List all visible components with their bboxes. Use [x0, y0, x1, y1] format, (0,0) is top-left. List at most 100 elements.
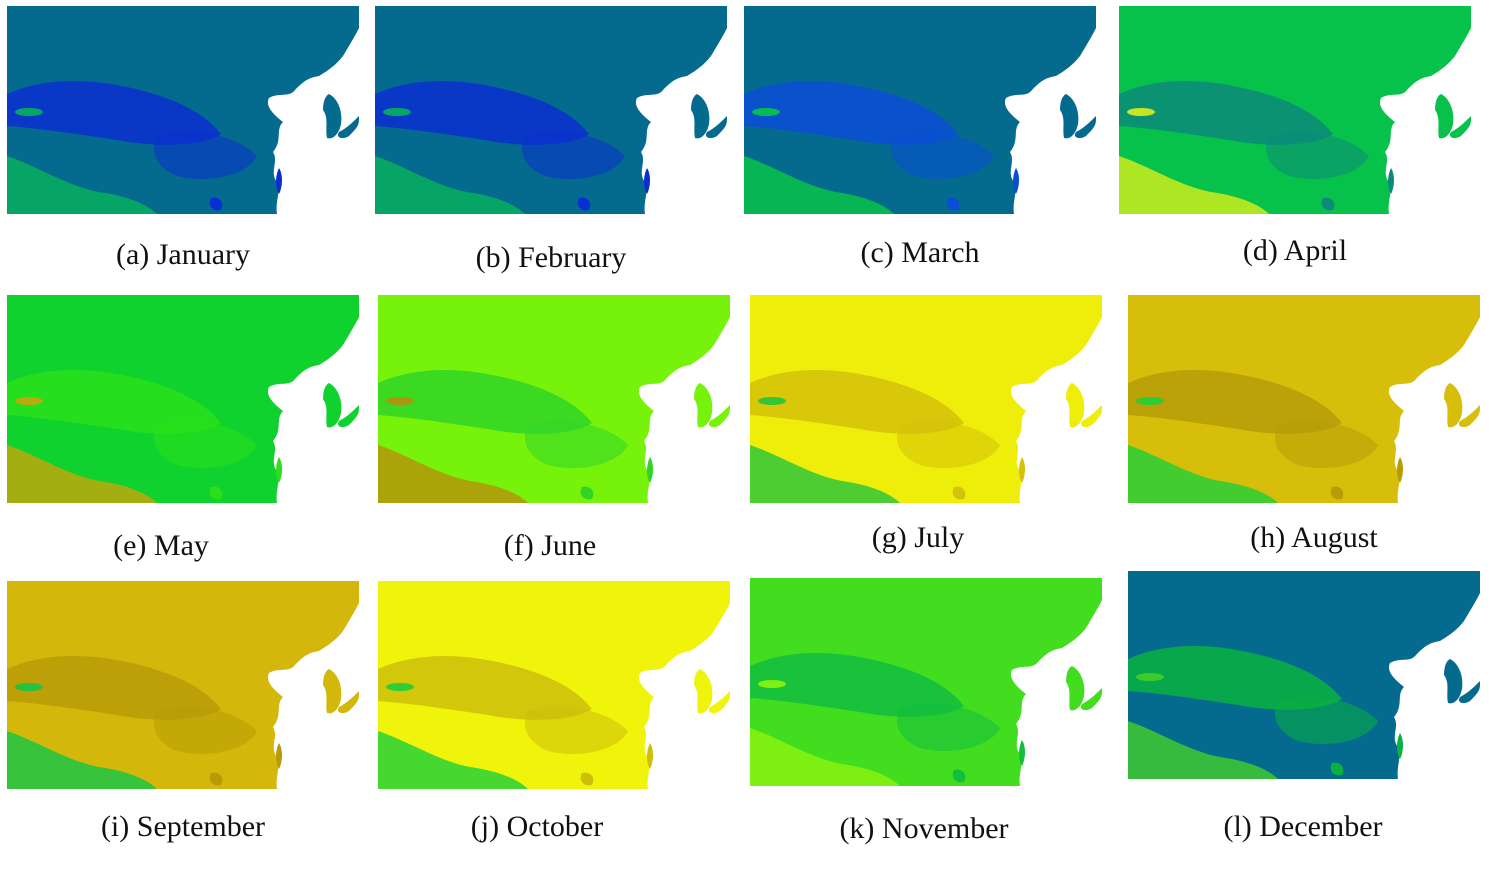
sea-area	[1004, 6, 1096, 214]
plateau-region	[378, 370, 592, 434]
caption-november: (k) November	[839, 812, 1009, 845]
plateau-region	[1128, 646, 1342, 710]
korea-peninsula	[1444, 383, 1463, 428]
inland-region	[1274, 697, 1378, 745]
plateau-region	[750, 653, 964, 717]
caption-april: (d) April	[1242, 234, 1348, 267]
plateau-region	[750, 370, 964, 434]
caption-october: (j) October	[470, 810, 604, 843]
hainan-island	[577, 197, 591, 211]
inland-region	[896, 704, 1000, 752]
korea-peninsula	[1066, 666, 1085, 711]
japan-islands	[1074, 116, 1096, 139]
highland-spot	[1136, 673, 1164, 681]
hainan-island	[952, 769, 966, 783]
inland-region	[1265, 132, 1369, 180]
hainan-island	[1330, 486, 1344, 500]
taiwan-island	[276, 168, 282, 194]
map-june	[378, 295, 730, 503]
hainan-island	[209, 772, 223, 786]
taiwan-island	[1019, 457, 1025, 483]
hainan-island	[1330, 762, 1344, 776]
japan-islands	[1080, 688, 1102, 711]
caption-may: (e) May	[113, 529, 209, 562]
south-region	[378, 445, 528, 503]
taiwan-island	[1388, 168, 1394, 194]
south-region	[1128, 721, 1278, 779]
sea-area	[1010, 578, 1102, 786]
inland-region	[896, 421, 1000, 469]
japan-islands	[337, 691, 359, 714]
taiwan-island	[644, 168, 650, 194]
south-region	[7, 156, 157, 214]
map-october	[378, 581, 730, 789]
hainan-island	[580, 772, 594, 786]
korea-peninsula	[323, 383, 342, 428]
highland-spot	[758, 680, 786, 688]
plateau-region	[7, 370, 221, 434]
map-september	[7, 581, 359, 789]
caption-june: (f) June	[503, 529, 597, 562]
caption-september: (i) September	[100, 810, 266, 843]
highland-spot	[1127, 108, 1155, 116]
map-july	[750, 295, 1102, 503]
highland-spot	[15, 683, 43, 691]
sea-area	[267, 295, 359, 503]
japan-islands	[708, 691, 730, 714]
japan-islands	[1080, 405, 1102, 428]
hainan-island	[1321, 197, 1335, 211]
highland-spot	[752, 108, 780, 116]
inland-region	[1274, 421, 1378, 469]
hainan-island	[209, 197, 223, 211]
highland-spot	[386, 397, 414, 405]
inland-region	[524, 707, 628, 755]
korea-peninsula	[694, 383, 713, 428]
sea-area	[1388, 295, 1480, 503]
highland-spot	[1136, 397, 1164, 405]
korea-peninsula	[1066, 383, 1085, 428]
highland-spot	[383, 108, 411, 116]
sea-area	[635, 6, 727, 214]
japan-islands	[705, 116, 727, 139]
south-region	[375, 156, 525, 214]
hainan-island	[209, 486, 223, 500]
caption-august: (h) August	[1250, 521, 1378, 554]
highland-spot	[758, 397, 786, 405]
highland-spot	[15, 108, 43, 116]
map-november	[750, 578, 1102, 786]
inland-region	[153, 132, 257, 180]
korea-peninsula	[323, 94, 342, 139]
map-may	[7, 295, 359, 503]
caption-march: (c) March	[860, 236, 980, 269]
sea-area	[1010, 295, 1102, 503]
taiwan-island	[276, 457, 282, 483]
taiwan-island	[1397, 457, 1403, 483]
sea-area	[1379, 6, 1471, 214]
sea-area	[267, 581, 359, 789]
map-february	[375, 6, 727, 214]
taiwan-island	[1019, 740, 1025, 766]
hainan-island	[952, 486, 966, 500]
korea-peninsula	[323, 669, 342, 714]
caption-december: (l) December	[1223, 810, 1383, 843]
plateau-region	[7, 81, 221, 145]
map-december	[1128, 571, 1480, 779]
hainan-island	[946, 197, 960, 211]
plateau-region	[378, 656, 592, 720]
japan-islands	[337, 116, 359, 139]
korea-peninsula	[691, 94, 710, 139]
korea-peninsula	[1435, 94, 1454, 139]
taiwan-island	[1013, 168, 1019, 194]
sea-area	[1388, 571, 1480, 779]
inland-region	[521, 132, 625, 180]
inland-region	[153, 707, 257, 755]
japan-islands	[337, 405, 359, 428]
map-april	[1119, 6, 1471, 214]
map-august	[1128, 295, 1480, 503]
taiwan-island	[647, 743, 653, 769]
caption-july: (g) July	[871, 521, 965, 554]
hainan-island	[580, 486, 594, 500]
plateau-region	[7, 656, 221, 720]
inland-region	[890, 132, 994, 180]
japan-islands	[1449, 116, 1471, 139]
